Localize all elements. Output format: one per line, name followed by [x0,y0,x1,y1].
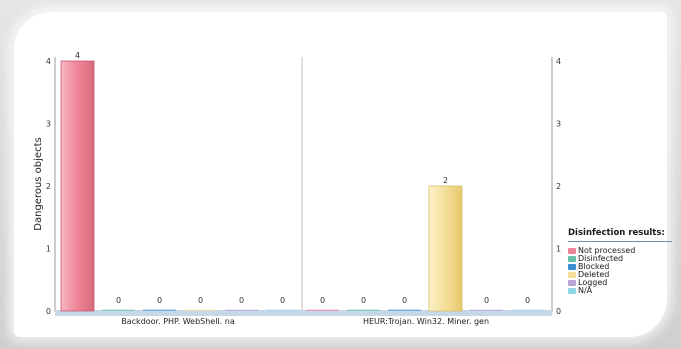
legend-item: Not processed [568,247,676,255]
legend-swatch [568,248,576,254]
bar [225,309,258,311]
legend-divider [568,241,672,242]
legend-item: Logged [568,279,676,287]
value-label: 0 [361,296,366,305]
y-ticks-left: 0 1 2 3 4 [46,57,51,316]
value-label: 0 [116,296,121,305]
legend-swatch [568,288,576,294]
bar [184,309,217,311]
category-labels: Backdoor. PHP. WebShell. na HEUR:Trojan. … [121,317,489,326]
y-tick-left: 0 [46,307,51,316]
y-tick-right: 2 [556,182,561,191]
legend-swatch [568,280,576,286]
value-label: 0 [157,296,162,305]
value-label: 0 [484,296,489,305]
legend: Disinfection results: Not processed Disin… [568,228,676,295]
y-tick-left: 4 [46,57,51,66]
y-tick-right: 1 [556,245,561,254]
legend-swatch [568,256,576,262]
value-label: 0 [402,296,407,305]
bar [143,309,176,311]
legend-swatch [568,264,576,270]
category-label: Backdoor. PHP. WebShell. na [121,317,235,326]
y-tick-right: 3 [556,120,561,129]
y-tick-right: 0 [556,307,561,316]
bar [266,309,299,311]
value-label: 0 [320,296,325,305]
y-tick-left: 1 [46,245,51,254]
legend-label: Not processed [578,246,636,255]
y-axis-label: Dangerous objects [33,137,44,230]
value-labels: 4 0 0 0 0 0 0 0 0 2 0 0 [75,51,530,305]
y-tick-left: 2 [46,182,51,191]
x-axis-band [55,310,552,316]
legend-label: Blocked [578,262,610,271]
bars [60,60,544,312]
bar [511,309,544,311]
y-tick-left: 3 [46,120,51,129]
legend-label: Deleted [578,270,610,279]
value-label: 0 [280,296,285,305]
legend-title: Disinfection results: [568,228,665,238]
legend-item: Blocked [568,263,676,271]
legend-item: Deleted [568,271,676,279]
category-label: HEUR:Trojan. Win32. Miner. gen [363,317,489,326]
value-label: 0 [198,296,203,305]
chart-card [14,12,667,337]
legend-label: N/A [578,286,593,295]
legend-item: N/A [568,287,676,295]
value-label: 2 [443,176,448,185]
value-label: 0 [239,296,244,305]
bar [306,309,339,311]
bar [102,309,135,311]
bar [60,60,95,312]
y-ticks-right: 0 1 2 3 4 [556,57,561,316]
legend-label: Disinfected [578,254,624,263]
legend-swatch [568,272,576,278]
legend-label: Logged [578,278,608,287]
bar [470,309,503,311]
bar [347,309,380,311]
value-label: 0 [525,296,530,305]
bar [428,185,463,312]
legend-item: Disinfected [568,255,676,263]
value-label: 4 [75,51,80,60]
bar [388,309,421,311]
y-tick-right: 4 [556,57,561,66]
